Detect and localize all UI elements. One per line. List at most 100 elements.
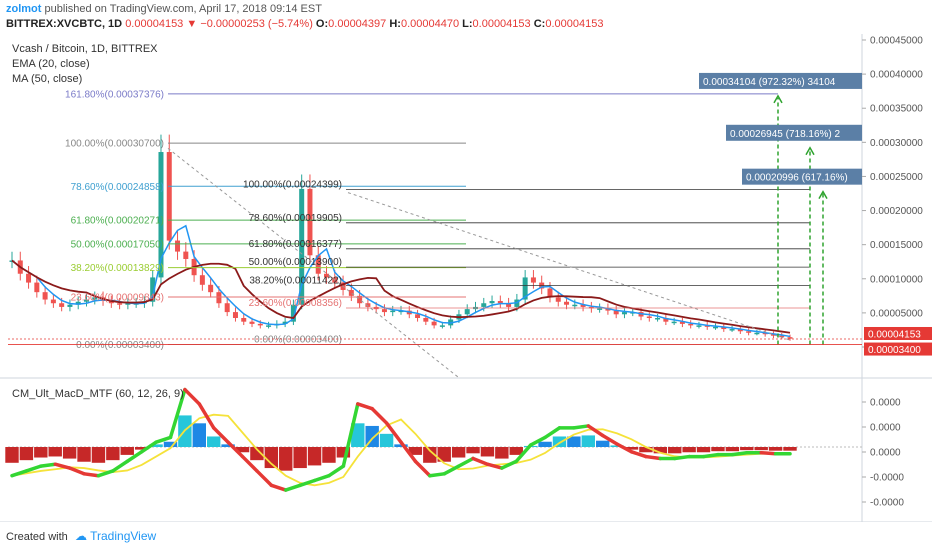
candle-body	[158, 152, 164, 278]
macd-y-tick-label: -0.0000	[870, 473, 904, 484]
ma-line	[11, 259, 791, 334]
macd-histogram-bar	[163, 441, 178, 447]
macd-line-segment	[24, 464, 43, 473]
macd-line-segment	[10, 469, 29, 478]
close-value: 0.00004153	[545, 18, 604, 30]
second-fib-label: 100.00%(0.00024399)	[243, 180, 342, 191]
macd-histogram-bar	[495, 447, 509, 459]
macd-histogram-bar	[264, 447, 279, 469]
ma-legend[interactable]: MA (50, close)	[12, 73, 83, 85]
macd-line-segment	[111, 459, 130, 473]
candle-body	[696, 325, 702, 327]
high-value: 0.00004470	[400, 18, 460, 30]
second-fib-label: 78.60%(0.00019905)	[249, 213, 342, 224]
macd-histogram-bar	[106, 447, 120, 461]
macd-line-segment	[96, 469, 115, 478]
macd-line-segment	[485, 462, 504, 470]
main-fib-label: 161.80%(0.00037376)	[65, 89, 164, 100]
macd-histogram-bar	[77, 447, 91, 462]
candle-body	[365, 303, 371, 307]
candle-body	[746, 331, 752, 333]
macd-line-segment	[341, 402, 360, 468]
high-label: H:	[389, 18, 401, 30]
candle-body	[646, 316, 652, 319]
target-tag	[699, 72, 862, 89]
macd-y-tick-label: 0.0000	[870, 398, 901, 409]
macd-legend[interactable]: CM_Ult_MacD_MTF (60, 12, 26, 9)	[12, 388, 184, 400]
published-date: published on TradingView.com, April 17, …	[44, 3, 322, 15]
candle-body	[415, 314, 421, 318]
main-fib-label: 100.00%(0.00030700)	[65, 139, 164, 150]
macd-histogram-bar	[668, 447, 682, 454]
candle-body	[117, 303, 123, 305]
candle-body	[241, 317, 247, 322]
macd-histogram-bar	[307, 447, 322, 466]
macd-line-segment	[471, 456, 490, 466]
candle-body	[506, 303, 512, 307]
candle-body	[208, 284, 214, 293]
macd-line-segment	[572, 424, 591, 430]
publisher-username[interactable]: zolmot	[6, 3, 42, 15]
series-title[interactable]: Vcash / Bitcoin, 1D, BITTREX	[12, 43, 158, 55]
price-tag-label: 0.00004153	[868, 329, 921, 340]
y-tick-label: 0.00040000	[870, 70, 923, 81]
candle-body	[249, 321, 255, 324]
macd-line-segment	[500, 459, 519, 470]
candle-body	[175, 240, 181, 252]
y-tick-label: 0.00045000	[870, 36, 923, 47]
second-fib-label: 38.20%(0.00011422)	[249, 275, 342, 286]
candle-body	[59, 303, 65, 307]
macd-histogram-bar	[408, 447, 423, 455]
y-tick-label: 0.00015000	[870, 240, 923, 251]
price-tag	[864, 342, 932, 356]
target-tag-label: 0.00020996 (617.16%)	[746, 173, 848, 184]
tradingview-cloud-icon: ☁	[75, 529, 87, 543]
target-tag-label: 0.00026945 (718.16%) 2	[730, 129, 841, 140]
candle-body	[42, 292, 48, 300]
candle-body	[522, 277, 528, 300]
target-tag-label: 0.00034104 (972.32%) 34104	[703, 77, 836, 88]
macd-histogram-bar	[696, 447, 711, 453]
macd-histogram-bar	[221, 444, 235, 447]
macd-line-segment	[67, 466, 86, 476]
macd-line-segment	[240, 454, 259, 473]
candle-body	[75, 301, 81, 305]
candle-body	[290, 304, 296, 322]
candle-body	[307, 188, 313, 256]
macd-line-segment	[600, 433, 619, 446]
candle-body	[431, 321, 437, 326]
macd-line-segment	[327, 464, 346, 478]
macd-line-segment	[269, 483, 288, 492]
macd-line-segment	[644, 454, 663, 461]
macd-histogram-bar	[754, 447, 768, 451]
candle-body	[580, 304, 586, 307]
candle-body	[464, 309, 470, 315]
tradingview-logo[interactable]: ☁ TradingView	[75, 529, 156, 543]
macd-histogram-bar	[740, 447, 754, 451]
macd-histogram-bar	[725, 447, 740, 452]
macd-histogram-bar	[91, 447, 106, 463]
macd-histogram-bar	[538, 441, 552, 447]
macd-line-segment	[384, 421, 403, 444]
y-tick-label: 0.00010000	[870, 274, 923, 285]
last-price: 0.00004153	[125, 18, 184, 30]
macd-line-segment	[370, 406, 389, 425]
candle-body	[34, 282, 40, 293]
candle-body	[324, 273, 330, 278]
macd-line-segment	[139, 440, 158, 454]
macd-histogram-bar	[394, 444, 408, 447]
main-fib-label: 23.60%(0.00009843)	[71, 293, 164, 304]
ohlc-line: BITTREX:XVCBTC, 1D 0.00004153 ▼ −0.00000…	[6, 18, 603, 30]
macd-histogram-bar	[552, 436, 567, 447]
candle-body	[439, 325, 445, 327]
macd-histogram-bar	[711, 447, 725, 452]
macd-line-segment	[255, 469, 274, 488]
ema-legend[interactable]: EMA (20, close)	[12, 58, 90, 70]
ema-line	[11, 224, 791, 338]
macd-histogram-bar	[62, 447, 77, 459]
candle-body	[547, 288, 553, 298]
macd-histogram-bar	[235, 447, 250, 453]
chart-canvas[interactable]: 0.00045000 0.00040000 0.00035000 0.00030000…	[0, 34, 932, 522]
y-tick-label: 0.00035000	[870, 104, 923, 115]
macd-histogram-bar	[610, 445, 624, 447]
